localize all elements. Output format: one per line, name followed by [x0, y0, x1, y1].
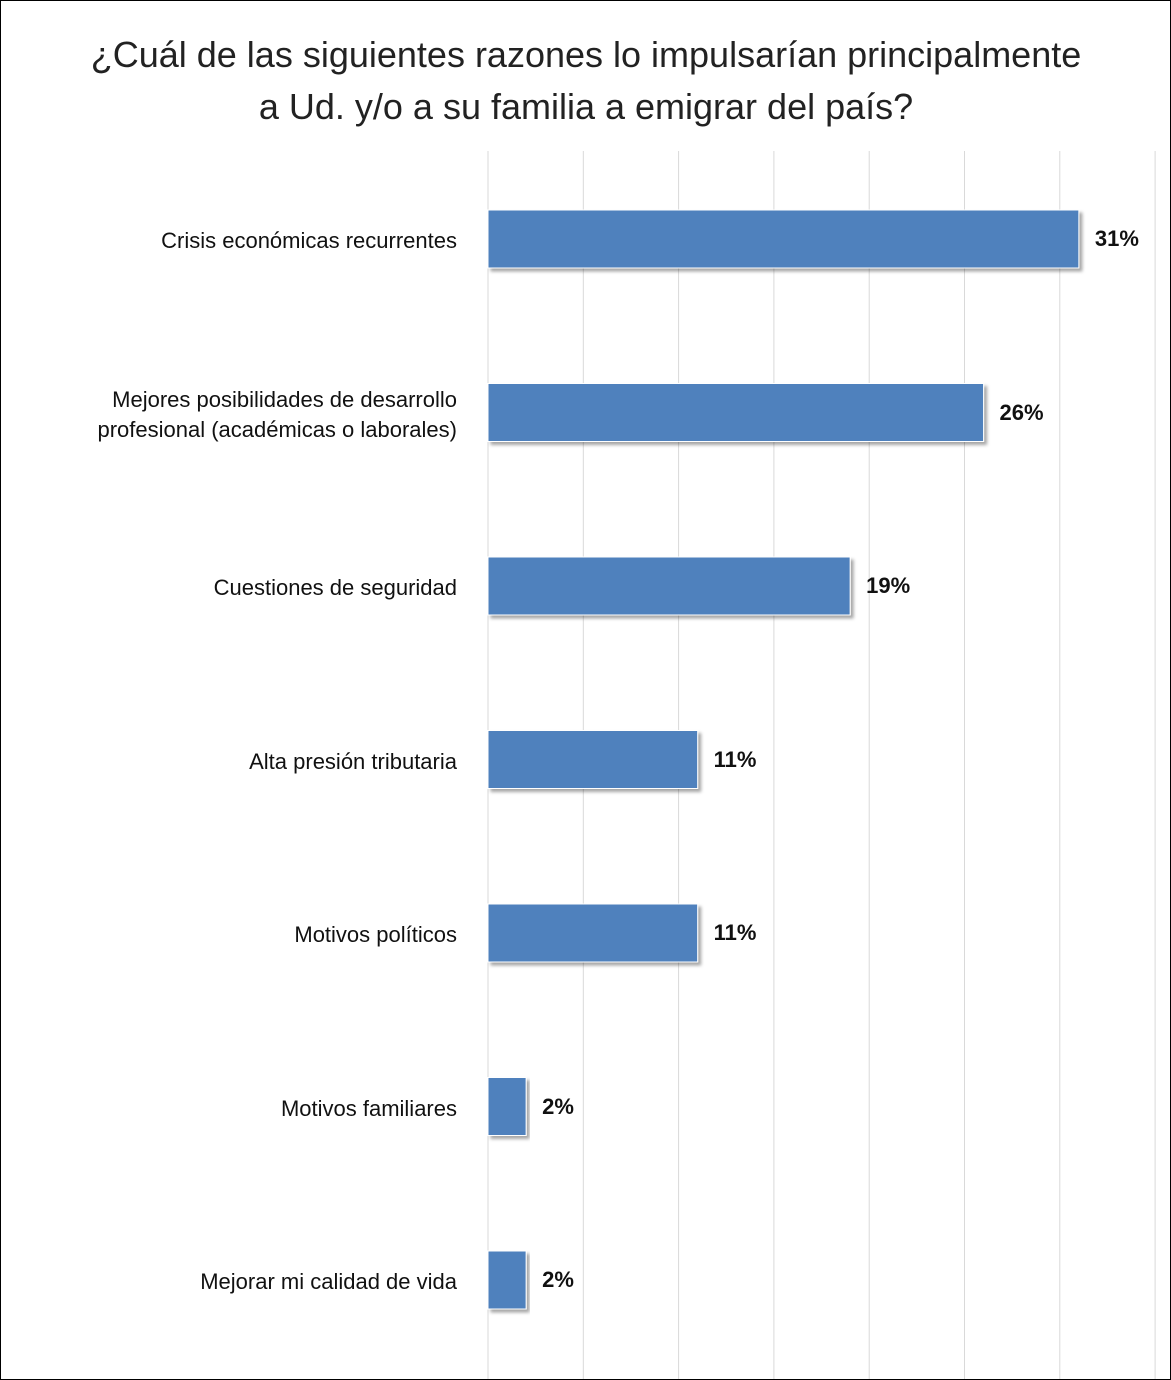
bar: [487, 1250, 527, 1310]
category-label: Alta presión tributaria: [0, 747, 457, 777]
bar: [487, 1077, 527, 1136]
bar: [487, 730, 699, 789]
category-label: Mejores posibilidades de desarrollo profe…: [0, 385, 457, 445]
category-label: Mejorar mi calidad de vida: [0, 1267, 457, 1297]
category-label-line: Alta presión tributaria: [249, 748, 457, 774]
bar: [487, 209, 1080, 269]
bar: [487, 556, 851, 616]
value-label: 2%: [542, 1267, 574, 1292]
category-label-line: Mejorar mi calidad de vida: [200, 1269, 457, 1294]
value-label: 31%: [1094, 226, 1139, 251]
value-label: 2%: [542, 1093, 574, 1119]
value-label: 19%: [866, 573, 911, 598]
value-label: 11%: [713, 920, 757, 945]
chart-title: ¿Cuál de las siguientes razones lo impul…: [61, 29, 1111, 133]
category-label: Motivos políticos: [0, 920, 457, 950]
bars: [487, 209, 1080, 1310]
chart-title-line-1: ¿Cuál de las siguientes razones lo impul…: [90, 34, 1082, 75]
category-label-line: Cuestiones de seguridad: [213, 575, 457, 600]
category-label-line: profesional (académicas o laborales): [97, 416, 457, 442]
bar: [487, 903, 699, 963]
value-label: 26%: [999, 399, 1044, 425]
category-label-line: Motivos familiares: [280, 1095, 457, 1121]
category-label-line: Mejores posibilidades de desarrollo: [112, 386, 457, 412]
chart-title-line-2: a Ud. y/o a su familia a emigrar del paí…: [258, 86, 914, 127]
category-label: Crisis económicas recurrentes: [0, 226, 457, 256]
value-label: 11%: [713, 746, 757, 772]
bar: [487, 383, 985, 442]
category-label-line: Crisis económicas recurrentes: [161, 228, 457, 253]
category-label: Motivos familiares: [0, 1094, 457, 1124]
category-label-line: Motivos políticos: [294, 922, 457, 947]
category-label: Cuestiones de seguridad: [0, 573, 457, 603]
